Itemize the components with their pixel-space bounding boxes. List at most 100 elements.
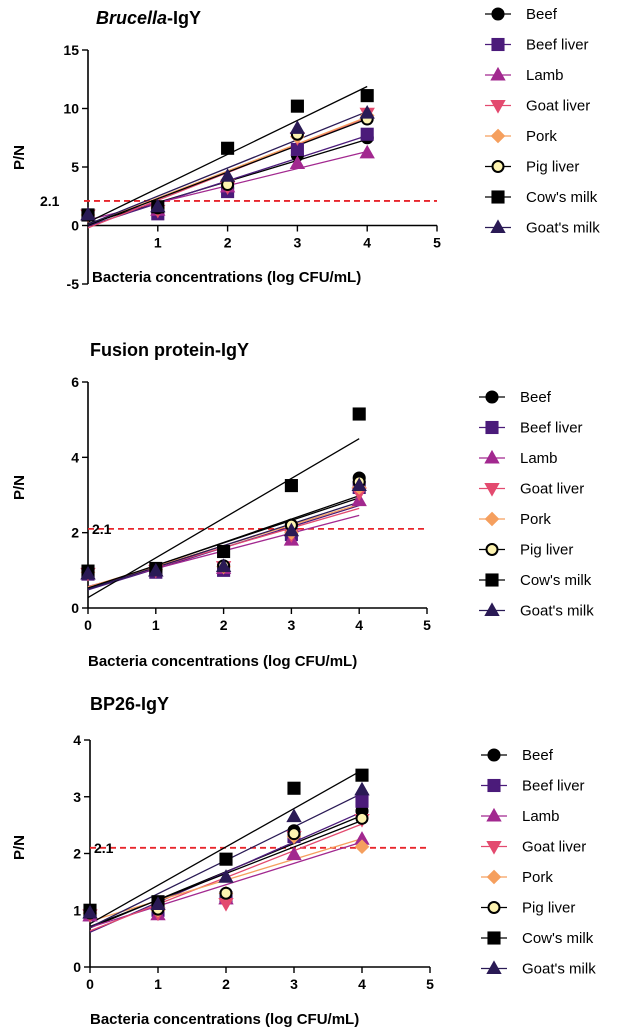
point-goat-s-milk [359,105,375,119]
point-cow-s-milk [284,479,298,493]
point-pork [354,839,370,854]
point-goat-s-milk [82,904,98,919]
legend-label: Pig liver [520,542,573,559]
legend-item-pig-liver: Pig liver [485,159,579,176]
legend-label: Beef [526,6,558,23]
legend-label: Goat liver [520,481,584,498]
legend-marker-beef-liver [485,420,499,435]
legend-item-goat-s-milk: Goat's milk [479,602,594,620]
legend-item-lamb: Lamb [479,449,558,467]
x-axis-title: Bacteria concentrations (log CFU/mL) [92,269,361,286]
legend-label: Goat's milk [520,603,594,620]
legend-marker-pig-liver [487,901,501,914]
x-tick-label: 5 [423,617,431,633]
point-cow-s-milk [360,89,374,103]
legend-marker-cow-s-milk [485,573,499,587]
point-lamb [289,155,306,169]
legend-item-beef-liver: Beef liver [479,420,583,437]
legend-label: Beef [520,389,552,406]
y-tick-label: 0 [73,959,81,975]
point-goat-s-milk [215,558,232,573]
legend-marker-beef-liver [487,778,501,793]
y-axis-title: P/N [11,835,28,860]
point-cow-s-milk [355,768,369,782]
x-tick-label: 4 [355,617,363,633]
legend-label: Pork [520,511,551,528]
legend-label: Pig liver [522,900,575,917]
legend-marker-beef [485,390,499,404]
legend-item-goat-liver: Goat liver [479,481,584,498]
x-tick-label: 4 [358,976,366,992]
legend-label: Lamb [522,808,560,825]
legend-item-pig-liver: Pig liver [479,542,573,559]
legend-marker-lamb [490,66,506,81]
legend-label: Cow's milk [520,572,592,589]
legend-label: Pig liver [526,159,579,176]
x-tick-label: 3 [288,617,296,633]
reference-line-label: 2.1 [94,840,114,856]
legend-item-lamb: Lamb [485,66,564,84]
legend-marker-pig-liver [491,160,505,173]
legend-item-goat-s-milk: Goat's milk [481,960,596,978]
point-goat-s-milk [351,477,367,492]
point-beef-liver [355,794,369,808]
y-tick-label: 4 [71,449,79,465]
x-tick-label: 5 [426,976,434,992]
legend-marker-beef-liver [491,37,505,52]
panel-bp26: BP26-IgY 0 1 2 3 4 0 1 2 3 4 5 2.1 Bacteria concent… [11,694,596,1028]
legend-marker-cow-s-milk [491,190,505,204]
x-tick-label: 1 [154,976,162,992]
legend-item-goat-s-milk: Goat's milk [485,219,600,237]
point-goat-s-milk [150,896,166,911]
point-goat-s-milk [283,522,300,537]
legend-item-beef: Beef [485,6,558,23]
y-tick-label: 0 [71,600,79,616]
point-goat-s-milk [80,206,96,221]
point-pig-liver [287,827,301,841]
legend-marker-goat-liver [490,100,506,114]
chart-title: Fusion protein-IgY [90,340,249,360]
point-pig-liver [355,811,369,825]
x-tick-label: 3 [290,976,298,992]
point-cow-s-milk [352,407,366,421]
y-tick-label: 1 [73,902,81,918]
legend-label: Beef liver [522,778,585,795]
legend-marker-lamb [484,449,500,464]
legend-marker-pork [484,511,500,527]
chart-title-rest: Fusion protein-IgY [90,340,249,360]
x-tick-label: 1 [154,235,162,251]
x-axis-title: Bacteria concentrations (log CFU/mL) [88,653,357,670]
legend-marker-goat-liver [486,841,502,855]
x-tick-label: 3 [294,235,302,251]
point-pig-liver [219,886,233,900]
legend-item-beef: Beef [481,747,554,764]
legend-label: Beef liver [526,37,589,54]
point-beef-liver [360,127,374,141]
point-goat-s-milk [219,168,236,182]
y-tick-label: 0 [71,218,79,234]
point-cow-s-milk [219,852,233,866]
y-tick-label: 15 [63,42,79,58]
point-lamb [359,144,375,159]
point-cow-s-milk [221,141,235,155]
point-cow-s-milk [287,781,301,795]
panel-fusion-protein: Fusion protein-IgY 0 2 4 6 0 1 2 3 4 5 2.1 Bacteri… [11,340,594,670]
legend-label: Goat liver [526,98,590,115]
legend-label: Cow's milk [522,930,594,947]
legend-item-lamb: Lamb [481,807,560,825]
legend-label: Goat's milk [526,220,600,237]
legend-item-pork: Pork [485,128,557,145]
y-tick-label: -5 [67,276,80,292]
fit-line-cow-s-milk [87,438,360,599]
reference-line-label: 2.1 [40,193,60,209]
legend-marker-lamb [486,807,502,822]
legend-marker-cow-s-milk [487,931,501,945]
legend-item-cow-s-milk: Cow's milk [485,189,598,206]
legend-item-pork: Pork [481,869,553,886]
legend-item-beef-liver: Beef liver [485,37,589,54]
legend-label: Beef liver [520,420,583,437]
legend-label: Pork [526,128,557,145]
legend-item-goat-liver: Goat liver [481,839,586,856]
legend-label: Lamb [520,450,558,467]
